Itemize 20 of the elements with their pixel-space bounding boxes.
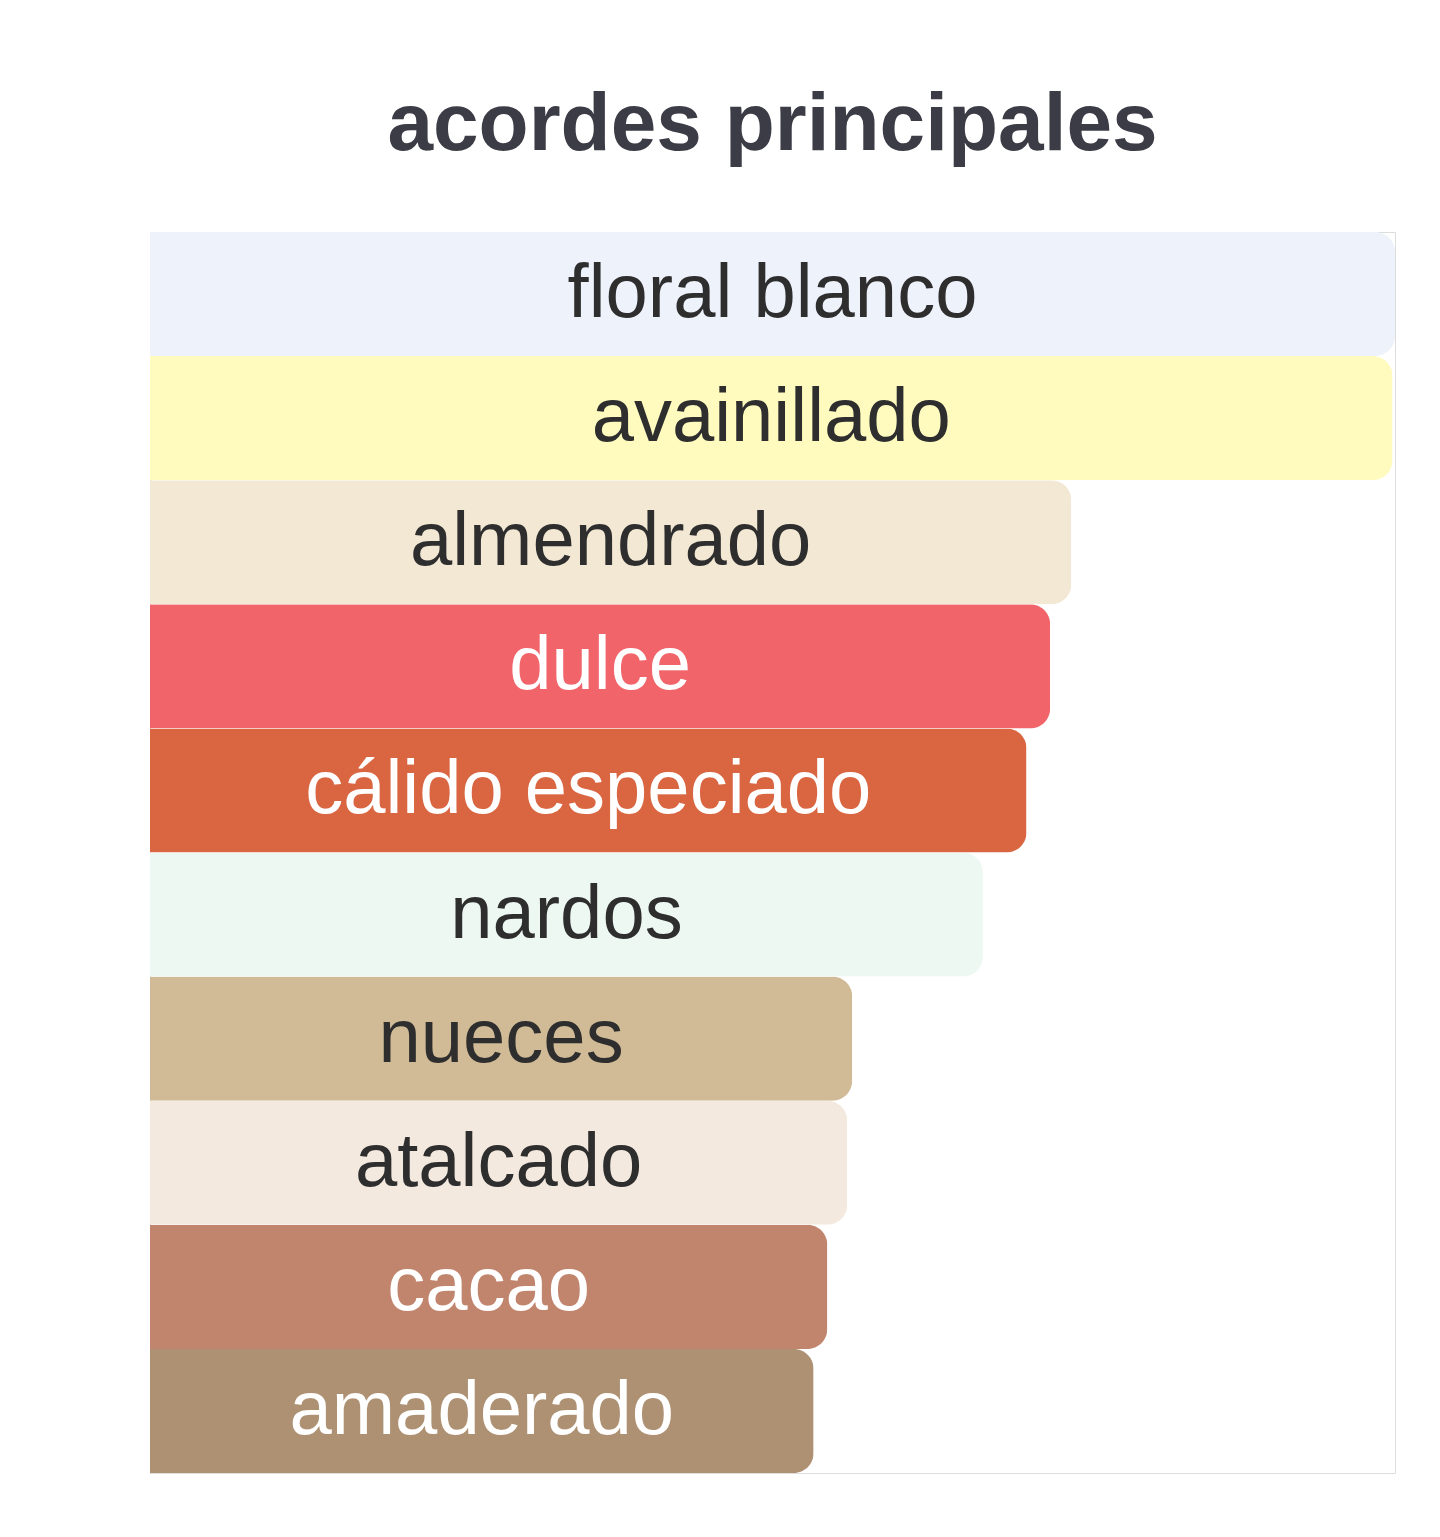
y-tick-label: cacao xyxy=(387,1240,591,1326)
bar xyxy=(150,1100,848,1225)
y-tick-label: floral blanco xyxy=(567,248,978,334)
y-tick-label: dulce xyxy=(509,620,691,706)
bar xyxy=(150,1348,814,1473)
bar xyxy=(150,1224,828,1349)
bar xyxy=(150,232,1395,357)
bar xyxy=(150,852,983,977)
bar xyxy=(150,356,1393,481)
y-tick-label: nardos xyxy=(450,868,683,954)
y-tick-label: avainillado xyxy=(591,372,951,458)
y-tick-label: cálido especiado xyxy=(305,744,872,830)
bar xyxy=(150,976,853,1101)
y-tick-label: nueces xyxy=(378,992,624,1078)
y-tick-label: atalcado xyxy=(354,1116,643,1202)
y-tick-label: amaderado xyxy=(289,1364,675,1450)
chart-title: acordes principales xyxy=(387,76,1158,167)
bar xyxy=(150,480,1072,605)
bar xyxy=(150,604,1051,729)
y-tick-label: almendrado xyxy=(409,496,812,582)
